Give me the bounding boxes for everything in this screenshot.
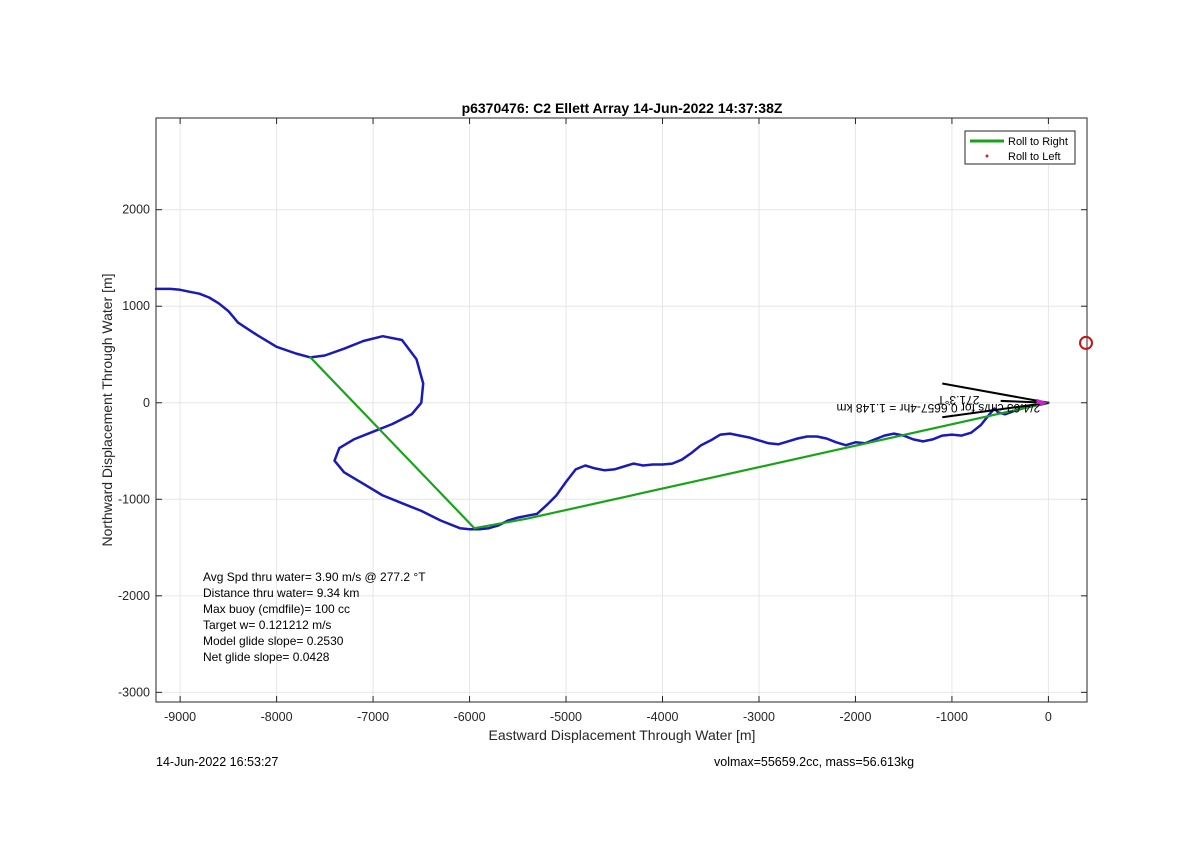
y-tick-label: 2000	[122, 203, 150, 217]
current-heading-label: 271.3°T	[937, 393, 980, 407]
x-tick-label: -1000	[936, 710, 968, 724]
plot-area	[156, 118, 1087, 702]
x-tick-label: -4000	[647, 710, 679, 724]
x-tick-label: -8000	[261, 710, 293, 724]
x-tick-label: -3000	[743, 710, 775, 724]
footer-timestamp: 14-Jun-2022 16:53:27	[156, 755, 279, 769]
legend-box	[964, 130, 1076, 165]
stat-annotation: Avg Spd thru water= 3.90 m/s @ 277.2 °T	[203, 570, 426, 584]
stat-annotation: Model glide slope= 0.2530	[203, 634, 344, 648]
stat-annotation: Target w= 0.121212 m/s	[203, 618, 331, 632]
x-tick-label: -5000	[550, 710, 582, 724]
stat-annotation: Net glide slope= 0.0428	[203, 650, 330, 664]
x-tick-label: -2000	[839, 710, 871, 724]
y-tick-label: -3000	[118, 685, 150, 699]
current-vector-arm	[942, 382, 1049, 404]
roll-right-segment-line	[309, 356, 1050, 530]
chart-title: p6370476: C2 Ellett Array 14-Jun-2022 14…	[462, 100, 783, 116]
current-vector: 2/4.63 cm/s for 0.6657-4hr = 1.148 km271…	[837, 382, 1049, 419]
plot-frame	[155, 117, 1088, 703]
legend-swatch-dot	[985, 154, 989, 158]
series-layer	[154, 287, 1050, 531]
x-tick-label: -9000	[164, 710, 196, 724]
y-tick-label: 0	[143, 396, 150, 410]
legend: Roll to Right Roll to Left	[964, 130, 1076, 165]
stat-annotation: Distance thru water= 9.34 km	[203, 586, 359, 600]
grid-lines	[156, 118, 1087, 702]
glider-track-line	[154, 287, 1050, 531]
current-vector-label: 2/4.63 cm/s for 0.6657-4hr = 1.148 km	[837, 401, 1041, 415]
x-axis-label: Eastward Displacement Through Water [m]	[489, 727, 756, 743]
footer-vehicle-info: volmax=55659.2cc, mass=56.613kg	[714, 755, 915, 769]
stats-annotations: Avg Spd thru water= 3.90 m/s @ 277.2 °T D…	[203, 570, 426, 664]
y-tick-label: 1000	[122, 299, 150, 313]
legend-label: Roll to Left	[1008, 151, 1061, 163]
origin-marker	[1036, 398, 1049, 407]
current-vector-arm	[942, 401, 1049, 419]
legend-label: Roll to Right	[1008, 136, 1068, 148]
x-tick-label: -7000	[357, 710, 389, 724]
y-tick-label: -2000	[118, 589, 150, 603]
target-marker-circle	[1079, 335, 1093, 350]
axis-ticks: -9000 -8000 -7000 -6000 -5000 -4000 -3000 -2000…	[118, 118, 1087, 724]
y-axis-label: Northward Displacement Through Water [m]	[99, 273, 115, 546]
y-tick-label: -1000	[118, 492, 150, 506]
x-tick-label: -6000	[454, 710, 486, 724]
stat-annotation: Max buoy (cmdfile)= 100 cc	[203, 602, 350, 616]
x-tick-label: 0	[1045, 710, 1052, 724]
